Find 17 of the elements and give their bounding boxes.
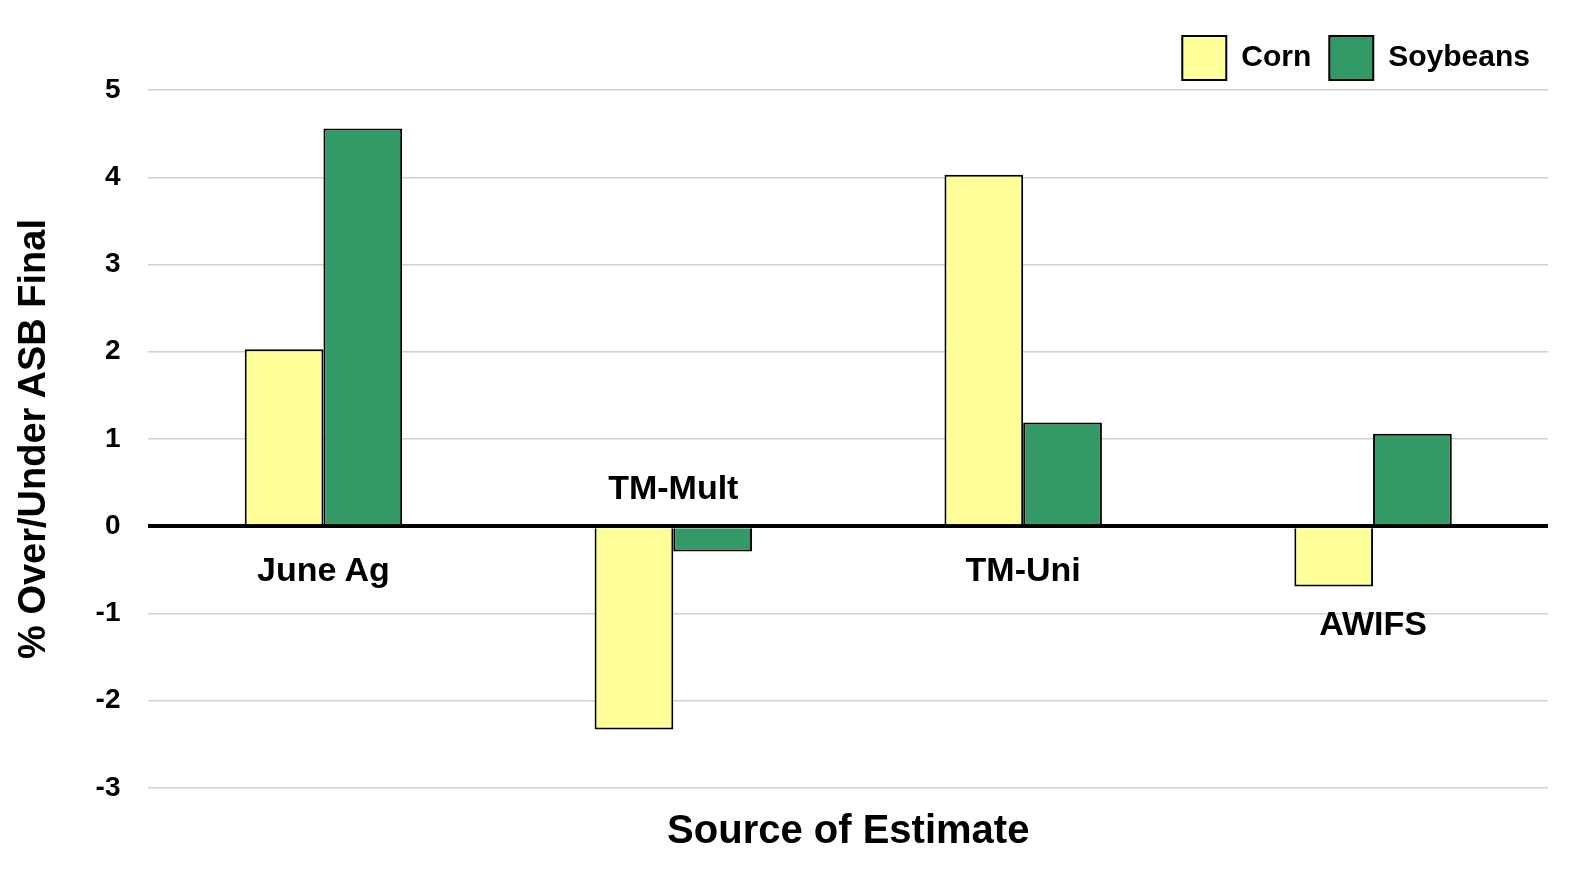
- y-tick-label: 3: [104, 247, 121, 279]
- y-tick-label: 4: [104, 159, 121, 191]
- legend-label: Soybeans: [1388, 39, 1531, 73]
- x-tick-label: June Ag: [257, 549, 390, 588]
- x-tick-label: AWIFS: [1319, 603, 1427, 642]
- y-tick-label: -2: [95, 683, 121, 715]
- x-tick-label: TM-Uni: [965, 549, 1081, 588]
- y-axis-title: % Over/Under ASB Final: [11, 219, 54, 659]
- y-tick-label: 1: [104, 421, 121, 453]
- y-tick-label: -1: [95, 596, 121, 628]
- y-tick-label: 5: [104, 72, 121, 104]
- x-axis-title: Source of Estimate: [667, 807, 1030, 852]
- legend-label: Corn: [1241, 39, 1312, 73]
- y-tick-label: -3: [95, 770, 121, 802]
- y-tick-label: 0: [104, 508, 121, 540]
- y-tick-label: 2: [104, 334, 121, 366]
- x-tick-label: TM-Mult: [608, 467, 739, 506]
